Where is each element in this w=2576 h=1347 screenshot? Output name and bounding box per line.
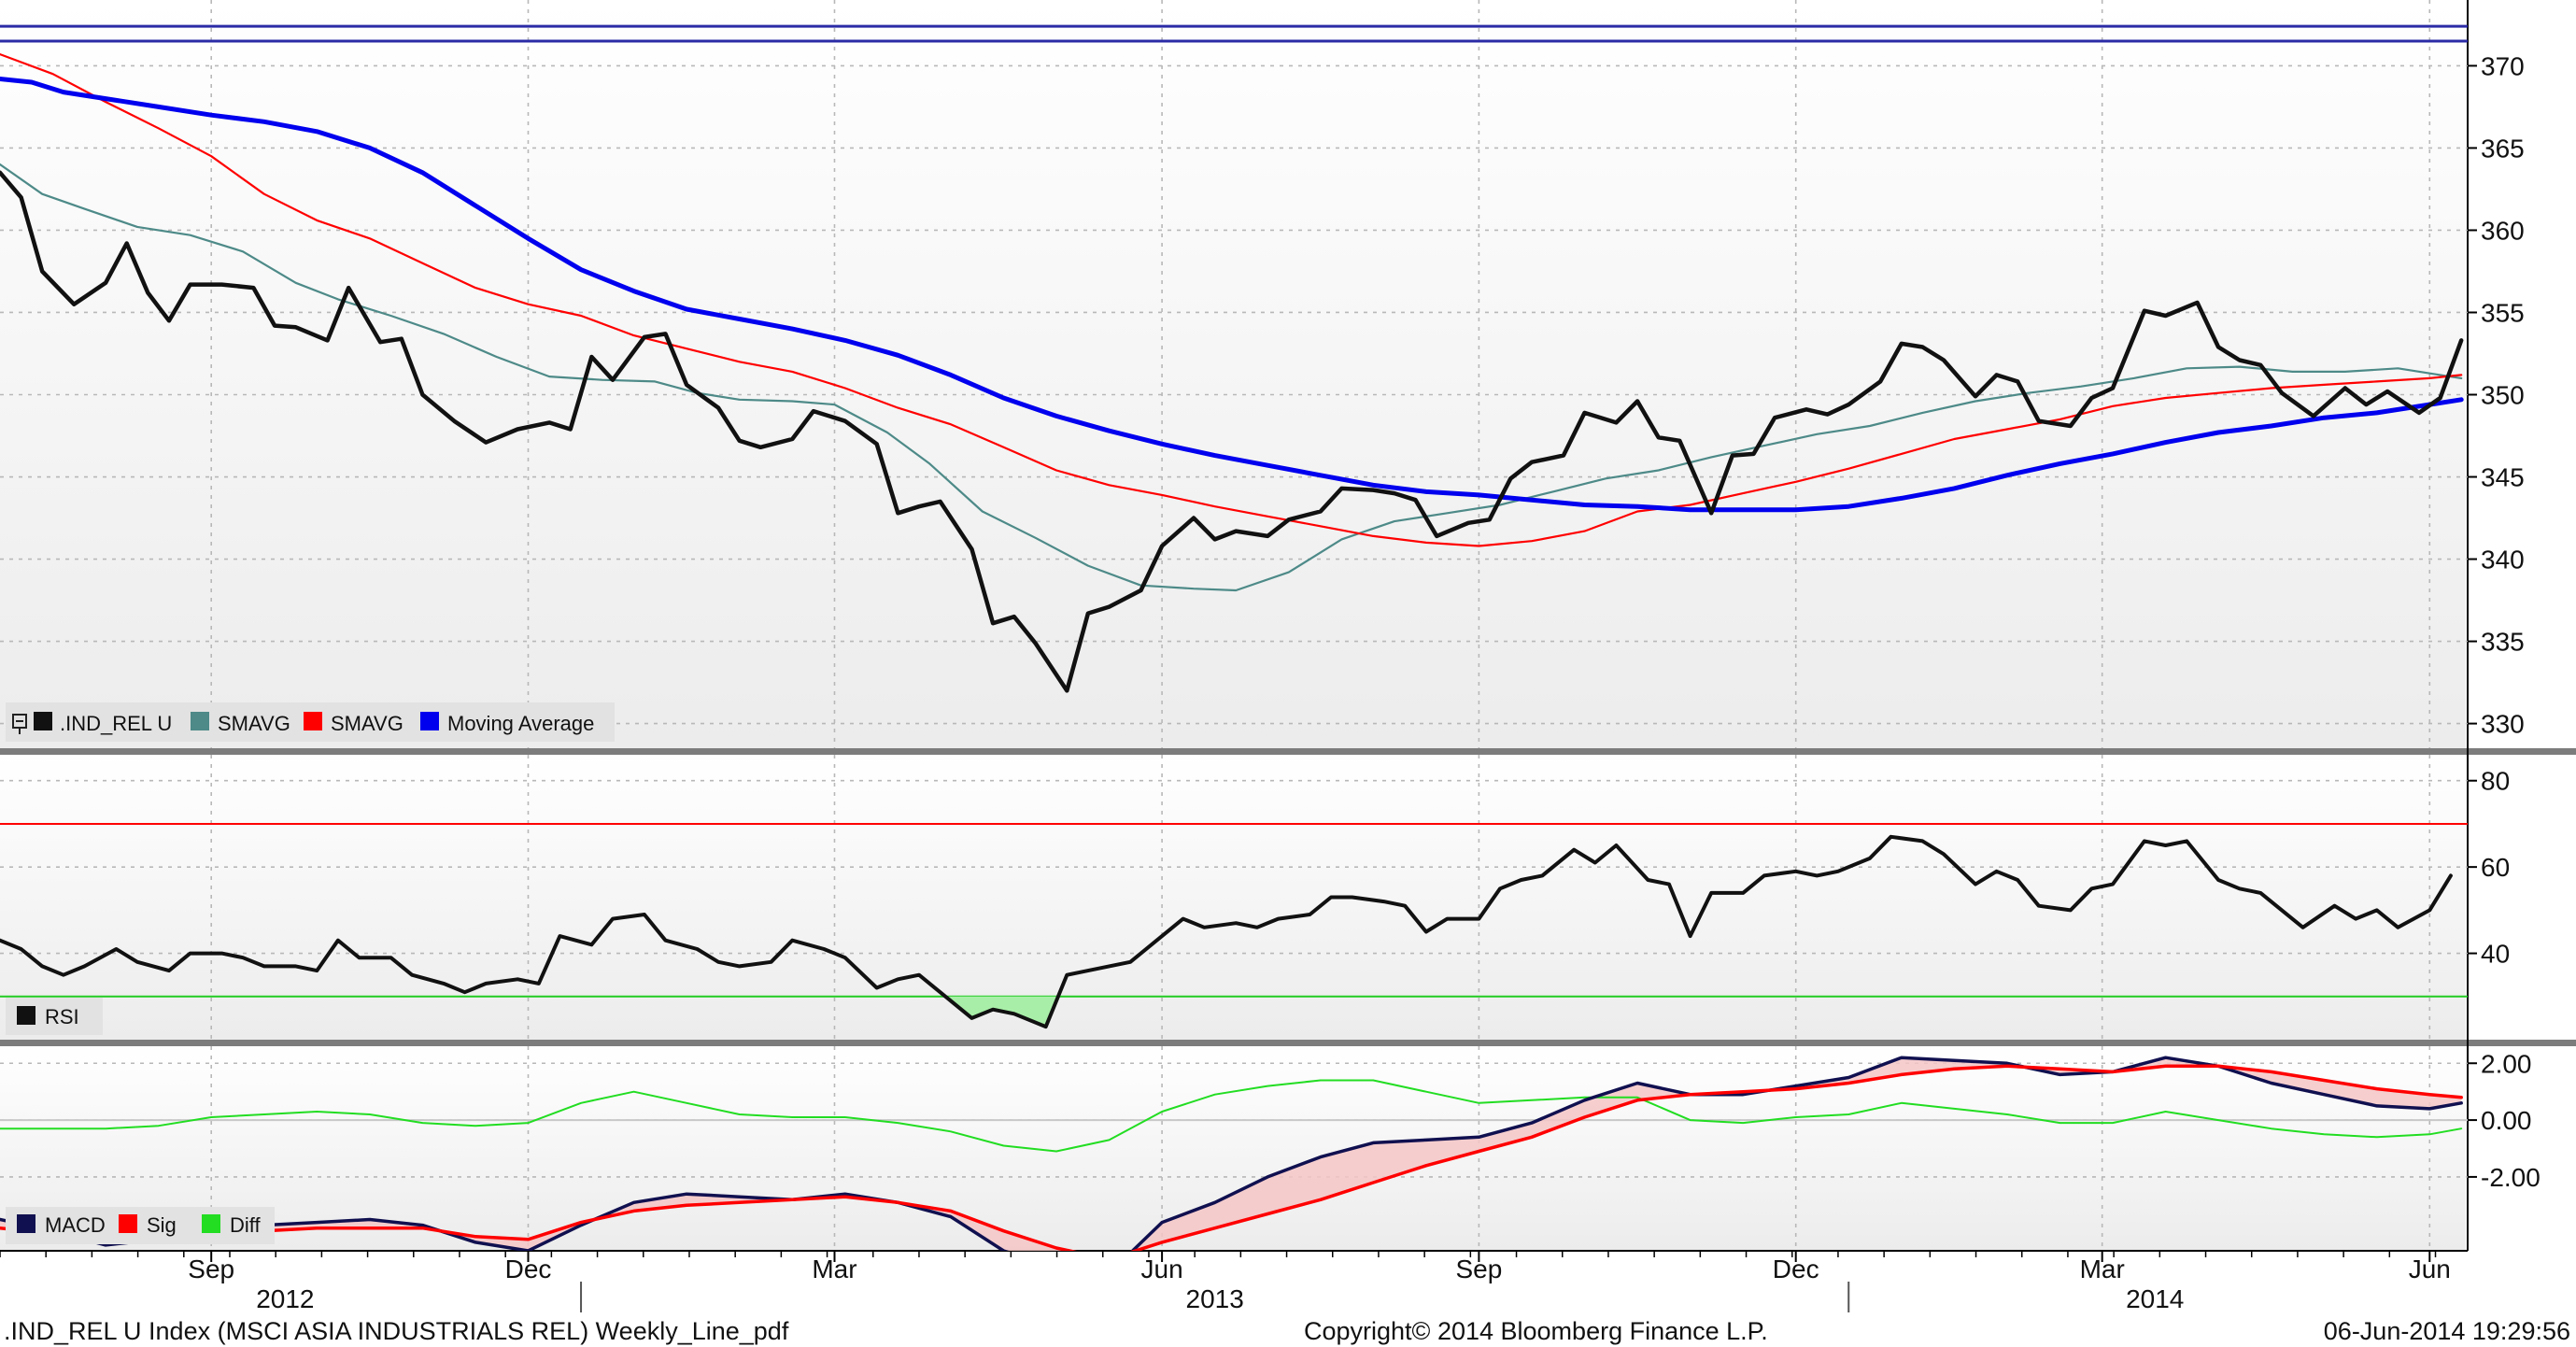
legend-swatch-ind-rel [34, 712, 52, 730]
x-month-label: Sep [1455, 1255, 1502, 1283]
x-month-label: Dec [1773, 1255, 1819, 1283]
legend-swatch-sig [119, 1214, 137, 1233]
series-line-sig [0, 1064, 2463, 1251]
y-tick-label: 370 [2481, 51, 2525, 80]
rsi-panel-background [0, 755, 2466, 1041]
x-axis: Sep Dec Mar Jun Sep Dec Mar Jun 2012 2013 2014 [0, 1251, 2451, 1313]
y-tick-label: 355 [2481, 298, 2525, 327]
footer-copyright: Copyright© 2014 Bloomberg Finance L.P. [1304, 1317, 1768, 1345]
series-line-rsi [0, 834, 2453, 1029]
y-axis-ticks: 330 335 340 345 350 355 360 365 370 40 60 80 -2.00 0.… [2468, 51, 2541, 1192]
y-tick-label: 0.00 [2481, 1106, 2532, 1135]
legend-label-moving-average: Moving Average [447, 712, 594, 735]
legend-label-macd: MACD [45, 1213, 106, 1237]
x-month-label: Jun [1141, 1255, 1183, 1283]
y-tick-label: 365 [2481, 134, 2525, 163]
x-month-label: Mar [812, 1255, 856, 1283]
legend-label-ind-rel: .IND_REL U [60, 712, 172, 735]
legend-swatch-moving-average [420, 712, 439, 730]
y-tick-label: 340 [2481, 546, 2525, 574]
macd-legend[interactable]: MACD Sig Diff [6, 1207, 275, 1244]
y-tick-label: 40 [2481, 940, 2510, 969]
legend-label-rsi: RSI [45, 1005, 79, 1028]
x-year-label: 2012 [256, 1284, 314, 1313]
panel-divider-price-rsi[interactable] [0, 748, 2576, 755]
price-panel-background [0, 0, 2466, 752]
series-line-ind-rel-u [0, 170, 2464, 693]
footer-security-description: .IND_REL U Index (MSCI ASIA INDUSTRIALS … [4, 1317, 789, 1345]
series-lines [0, 53, 2464, 1251]
legend-collapse-icon[interactable] [12, 714, 27, 734]
y-tick-label: 330 [2481, 710, 2525, 739]
legend-swatch-smavg-red [304, 712, 322, 730]
x-month-label: Sep [188, 1255, 234, 1283]
y-tick-label: 345 [2481, 463, 2525, 492]
legend-swatch-smavg-teal [191, 712, 209, 730]
x-year-label: 2014 [2126, 1284, 2184, 1313]
panel-divider-rsi-macd[interactable] [0, 1040, 2576, 1046]
legend-label-diff: Diff [230, 1213, 261, 1237]
series-line-smavg [0, 53, 2463, 547]
y-tick-label: 360 [2481, 216, 2525, 245]
legend-swatch-diff [202, 1214, 220, 1233]
series-line-diff [0, 1079, 2463, 1153]
y-tick-label: -2.00 [2481, 1163, 2541, 1192]
legend-label-smavg-teal: SMAVG [218, 712, 290, 735]
y-tick-label: 2.00 [2481, 1049, 2532, 1078]
macd-legend-background [6, 1207, 275, 1244]
x-month-label: Mar [2080, 1255, 2125, 1283]
y-tick-label: 80 [2481, 767, 2510, 796]
legend-swatch-rsi [17, 1006, 35, 1025]
price-legend[interactable]: .IND_REL U SMAVG SMAVG Moving Average [6, 702, 615, 742]
legend-swatch-macd [17, 1214, 35, 1233]
series-line-macd [0, 1056, 2463, 1251]
rsi-legend[interactable]: RSI [6, 998, 103, 1035]
series-line-smavg [0, 163, 2463, 592]
legend-label-sig: Sig [147, 1213, 177, 1237]
y-tick-label: 350 [2481, 381, 2525, 410]
y-tick-label: 60 [2481, 853, 2510, 882]
legend-label-smavg-red: SMAVG [331, 712, 403, 735]
x-year-label: 2013 [1186, 1284, 1244, 1313]
series-line-moving-average [0, 77, 2464, 513]
x-month-label: Dec [505, 1255, 552, 1283]
y-tick-label: 335 [2481, 628, 2525, 657]
x-month-label: Jun [2409, 1255, 2451, 1283]
footer-timestamp: 06-Jun-2014 19:29:56 [2324, 1317, 2570, 1345]
